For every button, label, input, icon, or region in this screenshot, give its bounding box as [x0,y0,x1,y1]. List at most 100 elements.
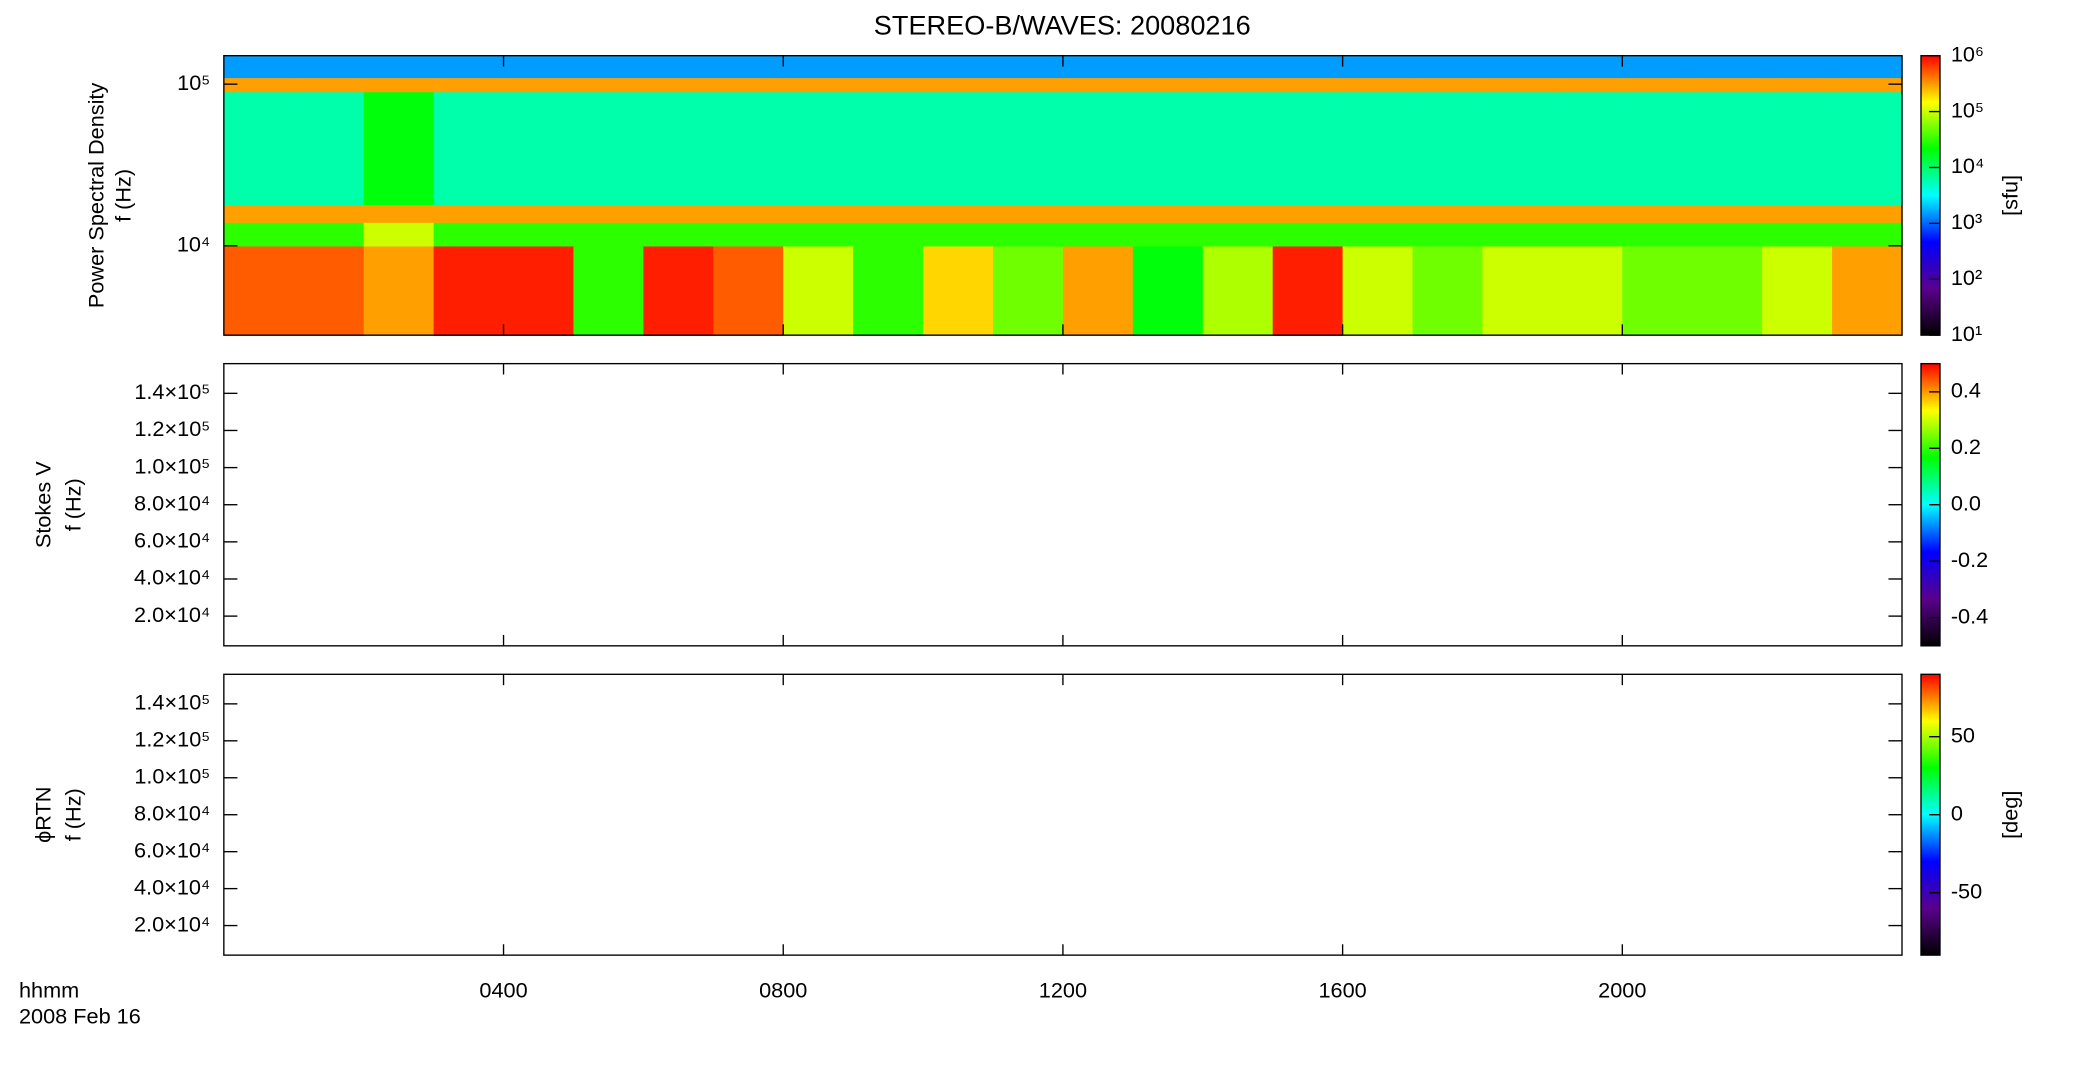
colorbar-tick-label: 0 [1951,800,1963,825]
heatmap-cell [293,91,365,206]
colorbar-tick-label: 10² [1951,265,1982,290]
y-tick-label: 2.0×10⁴ [134,911,210,936]
heatmap-cell [293,77,365,93]
heatmap-cell [223,204,295,223]
heatmap-cell [1132,77,1204,93]
time-label: hhmm [19,977,79,1002]
y-tick-label: 1.0×10⁵ [134,764,210,789]
colorbar-tick-label: 0.0 [1951,490,1981,515]
heatmap-cell [1342,245,1414,336]
y-axis-label: f (Hz) [60,788,85,841]
heatmap-cell [503,204,575,223]
heatmap-cell [643,245,714,336]
colorbar-tick-label: -50 [1951,878,1982,903]
heatmap-cell [1272,77,1344,93]
heatmap-cell [783,91,854,206]
colorbar-tick-label: 0.4 [1951,378,1981,403]
x-tick-label: 1200 [1039,977,1087,1002]
heatmap-cell [1552,245,1623,336]
heatmap-cell [363,77,435,93]
heatmap-cell [433,245,505,336]
heatmap-cell [1132,55,1204,79]
y-tick-label: 4.0×10⁴ [134,565,210,590]
heatmap-cell [503,245,575,336]
heatmap-cell [503,91,575,206]
y-tick-label: 8.0×10⁴ [134,800,210,825]
heatmap-cell [992,222,1064,247]
heatmap-cell [1832,91,1903,206]
heatmap-cell [923,245,994,336]
colorbar-tick-label: 10⁵ [1951,97,1984,122]
heatmap-cell [1552,91,1623,206]
colorbar-tick-label: 10³ [1951,209,1982,234]
plot-frame [223,673,1903,956]
heatmap-cell [1622,91,1693,206]
heatmap-cell [1202,77,1274,93]
heatmap-cell [433,91,505,206]
heatmap-cell [853,55,924,79]
colorbar-label: [deg] [1998,791,2023,839]
x-tick-label: 2000 [1598,977,1646,1002]
heatmap-cell [923,222,994,247]
heatmap-cell [1762,222,1833,247]
heatmap-cell [1552,204,1623,223]
heatmap-cell [363,204,435,223]
heatmap-cell [503,222,575,247]
heatmap-cell [853,91,924,206]
heatmap-cell [1692,91,1763,206]
heatmap-cell [1342,91,1414,206]
heatmap-cell [573,245,645,336]
x-tick-label: 1600 [1318,977,1366,1002]
y-axis-label: Stokes V [31,461,56,548]
heatmap-cell [1832,77,1903,93]
heatmap-cell [1132,91,1204,206]
heatmap-cell [293,204,365,223]
heatmap-cell [1762,245,1833,336]
heatmap-cell [1692,55,1763,79]
heatmap-cell [363,245,435,336]
heatmap-cell [1342,204,1414,223]
heatmap-cell [992,77,1064,93]
heatmap-cell [1202,91,1274,206]
heatmap-cell [1552,222,1623,247]
heatmap-cell [503,55,575,79]
heatmap-cell [643,55,714,79]
heatmap-cell [643,91,714,206]
colorbar-tick-label: 10¹ [1951,321,1982,346]
heatmap-cell [783,77,854,93]
y-tick-label: 10⁵ [177,70,210,95]
heatmap-cell [713,222,784,247]
heatmap-cell [643,204,714,223]
heatmap-cell [1412,245,1484,336]
y-tick-label: 8.0×10⁴ [134,490,210,515]
heatmap-cell [713,55,784,79]
heatmap-cell [573,204,645,223]
colorbar-tick-label: -0.4 [1951,603,1988,628]
heatmap-cell [1622,77,1693,93]
colorbar-tick-label: 10⁶ [1951,41,1984,66]
heatmap-cell [1202,222,1274,247]
heatmap-cell [293,55,365,79]
colorbar-tick-label: -0.2 [1951,547,1988,572]
x-tick-label: 0800 [759,977,807,1002]
heatmap-cell [1342,77,1414,93]
heatmap-cell [853,222,924,247]
colorbar-tick-label: 0.2 [1951,434,1981,459]
heatmap-cell [1832,204,1903,223]
heatmap-cell [713,77,784,93]
colorbar-tick-label: 50 [1951,722,1975,747]
heatmap-cell [1132,222,1204,247]
heatmap-cell [433,222,505,247]
heatmap-cell [1342,222,1414,247]
heatmap-cell [1202,245,1274,336]
heatmap-cell [1552,77,1623,93]
heatmap-cell [433,204,505,223]
heatmap-cell [992,91,1064,206]
heatmap-cell [1622,245,1693,336]
heatmap-cell [1272,245,1344,336]
heatmap-cell [1762,55,1833,79]
heatmap-cell [223,55,295,79]
y-axis-label: Power Spectral Density [83,83,108,309]
heatmap-cell [293,245,365,336]
y-tick-label: 10⁴ [177,232,210,257]
